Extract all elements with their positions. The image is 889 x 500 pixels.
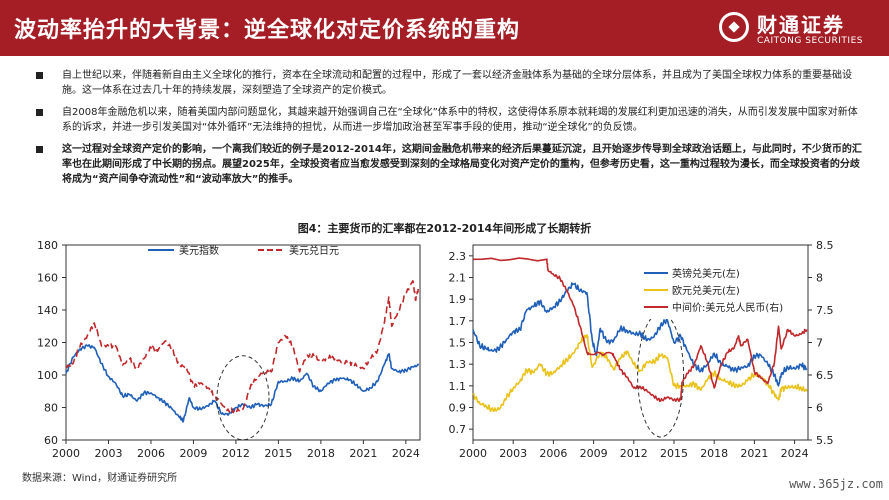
bullet-text: 自2008年金融危机以来，随着美国内部问题显化，其越来越开始强调自己在“全球化”…: [62, 107, 858, 133]
bullet-list: 自上世纪以来，伴随着新自由主义全球化的推行，资本在全球流动和配置的过程中，形成了…: [36, 68, 866, 194]
right-x-tick-label: 2006: [539, 447, 567, 460]
bullet-item: 这一过程对全球资产定价的影响，一个离我们较近的例子是2012-2014年，这期间…: [36, 142, 866, 187]
right-left-y-tick-label: 1.7: [449, 315, 467, 328]
left-y-tick-label: 140: [37, 304, 58, 317]
right-left-y-tick-label: 1.5: [449, 337, 467, 350]
left-y-tick-label: 180: [37, 239, 58, 252]
header-bar: 波动率抬升的大背景：逆全球化对定价系统的重构 财通证券 CAITONG SECU…: [0, 0, 889, 56]
left-x-tick-label: 2021: [349, 447, 377, 460]
right-right-y-tick-label: 7: [816, 337, 823, 350]
left-x-tick-label: 2003: [94, 447, 122, 460]
left-highlight-ellipse: [216, 355, 270, 441]
left-x-tick-label: 2012: [222, 447, 250, 460]
bullet-text: 自上世纪以来，伴随着新自由主义全球化的推行，资本在全球流动和配置的过程中，形成了…: [62, 70, 852, 96]
right-left-y-tick-label: 0.7: [449, 423, 467, 436]
bullet-square-icon: [36, 146, 43, 153]
bullet-item: 自2008年金融危机以来，随着美国内部问题显化，其越来越开始强调自己在“全球化”…: [36, 105, 866, 135]
right-legend-label: 欧元兑美元(左): [672, 284, 740, 297]
source-note: 数据来源：Wind，财通证券研究所: [22, 473, 178, 484]
right-right-y-tick-label: 6: [816, 402, 823, 415]
left-legend-label: 美元兑日元: [289, 244, 339, 257]
right-right-y-tick-label: 8: [816, 272, 823, 285]
bullet-square-icon: [36, 109, 43, 116]
right-right-y-tick-label: 7.5: [816, 304, 834, 317]
right-series-line: [472, 257, 808, 403]
right-x-tick-label: 2015: [660, 447, 688, 460]
left-x-tick-label: 2018: [307, 447, 335, 460]
right-left-y-tick-label: 1.1: [449, 380, 467, 393]
right-x-tick-label: 2021: [740, 447, 768, 460]
watermark: www.365jz.com: [789, 477, 883, 491]
left-y-tick-label: 60: [44, 434, 58, 447]
right-x-tick-label: 2012: [620, 447, 648, 460]
bullet-item: 自上世纪以来，伴随着新自由主义全球化的推行，资本在全球流动和配置的过程中，形成了…: [36, 68, 866, 98]
brand-logo: 财通证券 CAITONG SECURITIES: [719, 8, 869, 50]
right-legend-label: 中间价:美元兑人民币(右): [672, 301, 783, 314]
bullet-square-icon: [36, 72, 43, 79]
right-left-y-tick-label: 2.1: [449, 272, 467, 285]
left-series-line: [65, 344, 420, 423]
bullet-text: 这一过程对全球资产定价的影响，一个离我们较近的例子是2012-2014年，这期间…: [62, 144, 862, 185]
right-right-y-tick-label: 8.5: [816, 239, 834, 252]
right-right-y-tick-label: 6.5: [816, 369, 834, 382]
left-y-tick-label: 80: [44, 402, 58, 415]
logo-text-en: CAITONG SECURITIES: [757, 36, 863, 46]
left-legend-label: 美元指数: [179, 244, 219, 257]
right-left-y-tick-label: 1.3: [449, 358, 467, 371]
right-x-tick-label: 2003: [499, 447, 527, 460]
right-left-y-tick-label: 1.9: [449, 293, 467, 306]
right-x-tick-label: 2024: [781, 447, 809, 460]
left-y-tick-label: 120: [37, 337, 58, 350]
left-series-line: [65, 280, 420, 414]
right-series-line: [472, 282, 808, 387]
logo-icon: [719, 12, 749, 42]
right-left-y-tick-label: 2.3: [449, 250, 467, 263]
right-x-tick-label: 2018: [700, 447, 728, 460]
right-highlight-ellipse: [637, 312, 685, 438]
right-x-tick-label: 2000: [459, 447, 487, 460]
left-x-tick-label: 2009: [179, 447, 207, 460]
right-legend-label: 英镑兑美元(左): [672, 267, 740, 280]
left-x-tick-label: 2024: [392, 447, 420, 460]
right-x-tick-label: 2009: [580, 447, 608, 460]
left-plot-frame: [65, 244, 421, 441]
left-y-tick-label: 100: [37, 369, 58, 382]
right-right-y-tick-label: 5.5: [816, 434, 834, 447]
page-title: 波动率抬升的大背景：逆全球化对定价系统的重构: [14, 17, 521, 43]
figure-title: 图4：主要货币的汇率都在2012-2014年间形成了长期转折: [297, 222, 592, 235]
left-x-tick-label: 2006: [137, 447, 165, 460]
left-x-tick-label: 2000: [52, 447, 80, 460]
right-left-y-tick-label: 0.9: [449, 402, 467, 415]
left-y-tick-label: 160: [37, 272, 58, 285]
left-x-tick-label: 2015: [264, 447, 292, 460]
logo-text-cn: 财通证券: [757, 13, 845, 37]
